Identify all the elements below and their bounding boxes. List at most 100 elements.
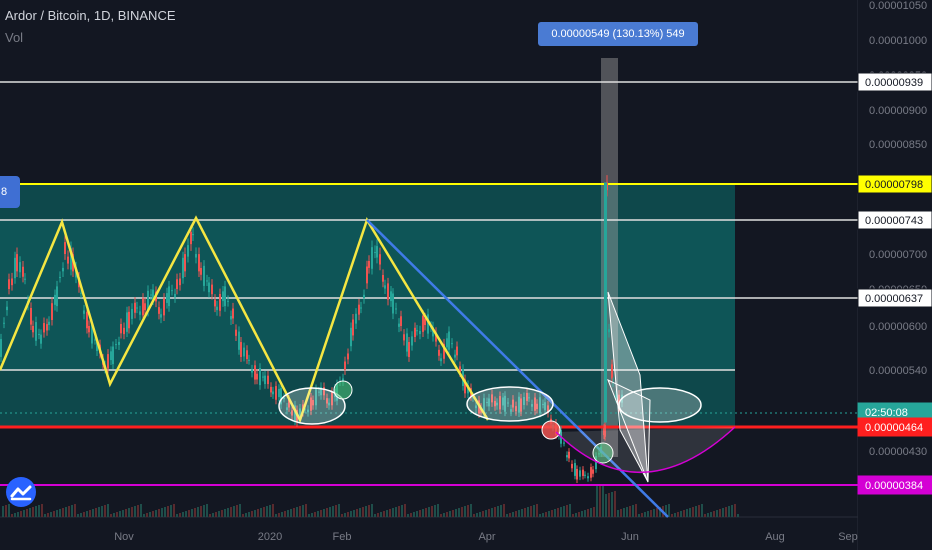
candle-body (318, 391, 320, 393)
volume-bar (410, 513, 412, 517)
candle-body (134, 302, 136, 313)
volume-bar (710, 512, 712, 517)
volume-bar (605, 494, 607, 517)
volume-bar (305, 504, 307, 517)
drawings (0, 215, 736, 518)
volume-bar (488, 509, 490, 517)
volume-bar (74, 504, 76, 517)
volume-bar (29, 508, 31, 517)
volume-bar (506, 514, 508, 517)
volume-bar (155, 510, 157, 517)
candle-body (195, 254, 197, 258)
candle-body (22, 266, 24, 277)
volume-bar (683, 510, 685, 517)
candle-body (507, 402, 509, 404)
candle-body (483, 398, 485, 414)
candle-body (54, 294, 56, 305)
candle-body (539, 397, 541, 414)
volume-bar (299, 506, 301, 517)
tradingview-logo-icon[interactable] (6, 477, 36, 507)
volume-bar (116, 512, 118, 517)
candle-body (40, 334, 42, 344)
candle-body (294, 405, 296, 421)
volume-bar (722, 508, 724, 517)
candle-body (224, 286, 226, 307)
candle-body (6, 306, 8, 311)
candle-body (523, 397, 525, 406)
volume-bar (455, 509, 457, 517)
volume-bar (224, 509, 226, 517)
alert-badge[interactable]: 8 (0, 176, 20, 208)
volume-bar (653, 509, 655, 517)
volume-bar (209, 514, 211, 517)
volume-bar (221, 510, 223, 517)
volume-bar (242, 514, 244, 517)
volume-bar (110, 514, 112, 517)
volume-bar (32, 507, 34, 517)
volume-bar (260, 508, 262, 517)
volume-bar (569, 504, 571, 517)
volume-bar (695, 506, 697, 517)
volume-bars (2, 484, 739, 517)
volume-bar (50, 512, 52, 517)
volume-bar (230, 507, 232, 517)
candle-body (347, 353, 349, 360)
candle-body (230, 316, 232, 320)
price-label-box (857, 174, 932, 194)
volume-bar (227, 508, 229, 517)
candle-body (158, 307, 160, 314)
candle-body (35, 322, 37, 341)
volume-bar (182, 512, 184, 517)
candle-body (187, 245, 189, 257)
volume-bar (119, 511, 121, 517)
volume-bar (41, 504, 43, 517)
volume-bar (62, 508, 64, 517)
candle-body (352, 319, 354, 336)
volume-bar (671, 514, 673, 517)
volume-bar (689, 508, 691, 517)
volume-bar (626, 507, 628, 517)
candle-body (582, 469, 584, 476)
volume-bar (335, 505, 337, 517)
volume-bar (20, 511, 22, 517)
price-tick-label: 0.00000600 (869, 321, 927, 333)
price-tick-label: 0.00001050 (869, 0, 927, 12)
candle-body (494, 400, 496, 407)
candle-body (248, 359, 250, 361)
candle-body (454, 354, 456, 358)
volume-bar (638, 514, 640, 517)
candle-body (192, 234, 194, 236)
volume-bar (464, 506, 466, 517)
volume-bar (413, 512, 415, 517)
volume-bar (533, 505, 535, 517)
candle-body (496, 402, 498, 406)
candle-body (520, 398, 522, 412)
candle-body (219, 293, 221, 311)
volume-bar (77, 514, 79, 517)
candle-body (179, 278, 181, 286)
volume-bar (632, 505, 634, 517)
candle-body (355, 313, 357, 324)
candle-body (174, 293, 176, 298)
volume-bar (680, 511, 682, 517)
candle-body (32, 326, 34, 333)
volume-bar (482, 511, 484, 517)
candle-body (304, 408, 306, 410)
volume-bar (503, 504, 505, 517)
candle-body (518, 396, 520, 413)
volume-bar (719, 509, 721, 517)
volume-label: Vol (5, 30, 24, 45)
candle-body (368, 261, 370, 268)
candle-body (435, 332, 437, 342)
volume-bar (293, 508, 295, 517)
candle-body (86, 311, 88, 329)
candle-body (222, 291, 224, 302)
candle-body (208, 282, 210, 293)
candle-body (398, 323, 400, 327)
candle-body (411, 336, 413, 346)
volume-bar (284, 511, 286, 517)
volume-bar (137, 505, 139, 517)
price-label-text: 0.00000637 (865, 293, 923, 305)
volume-bar (371, 504, 373, 517)
